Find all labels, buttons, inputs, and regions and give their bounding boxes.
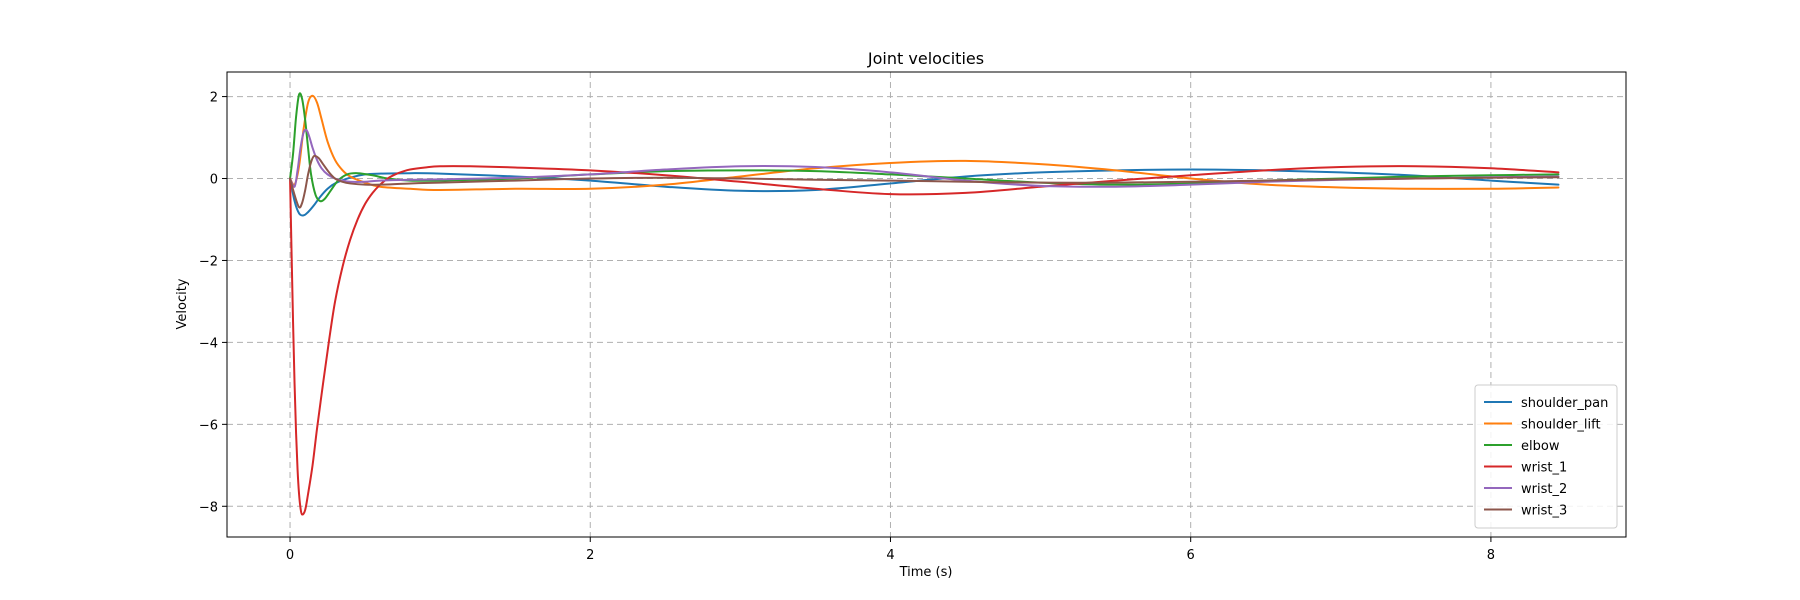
- legend-label: wrist_3: [1521, 504, 1567, 519]
- axis-ticks: 0 2 4 6 8 2 0 −2 −4 −6 −8: [199, 91, 1495, 563]
- legend-item: wrist_2: [1484, 482, 1567, 497]
- x-tick-label: 2: [586, 548, 594, 563]
- series-lines: [289, 92, 1560, 516]
- y-tick-label: 0: [210, 173, 218, 188]
- series-line-elbow: [289, 92, 1560, 203]
- legend-label: wrist_2: [1521, 482, 1567, 497]
- legend-item: wrist_3: [1484, 504, 1567, 519]
- y-tick-label: 2: [210, 91, 218, 106]
- legend-item: shoulder_pan: [1484, 396, 1608, 411]
- y-tick-label: −2: [199, 254, 218, 269]
- series-line-shoulder-lift: [289, 94, 1560, 191]
- x-tick-label: 8: [1487, 548, 1495, 563]
- legend-label: wrist_1: [1521, 461, 1567, 476]
- y-tick-label: −4: [199, 336, 218, 351]
- x-tick-label: 6: [1187, 548, 1195, 563]
- legend-box: [1474, 384, 1618, 529]
- y-tick-label: −8: [199, 500, 218, 515]
- legend-item: shoulder_lift: [1484, 418, 1601, 433]
- legend-label: shoulder_pan: [1521, 396, 1608, 411]
- series-line-wrist-3: [289, 154, 1560, 209]
- plot-area-frame: [226, 71, 1627, 538]
- legend-item: wrist_1: [1484, 461, 1567, 476]
- x-tick-label: 4: [886, 548, 894, 563]
- x-tick-label: 0: [286, 548, 294, 563]
- y-tick-label: −6: [199, 418, 218, 433]
- chart-title: Joint velocities: [867, 49, 984, 68]
- legend-label: elbow: [1521, 439, 1560, 454]
- y-axis-title: Velocity: [175, 278, 190, 329]
- series-line-wrist-2: [289, 128, 1560, 188]
- legend-item: elbow: [1484, 439, 1560, 454]
- x-axis-title: Time (s): [899, 565, 953, 580]
- legend-label: shoulder_lift: [1521, 418, 1601, 433]
